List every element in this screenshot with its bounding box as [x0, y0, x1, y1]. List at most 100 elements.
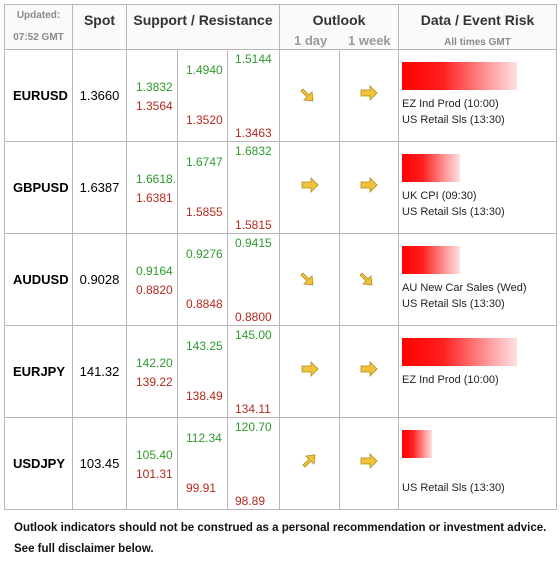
pair-row-eurjpy: EURJPY 141.32 142.20 139.22 143.25 138.49 145.… [4, 325, 558, 418]
outlook-1week [339, 49, 400, 142]
resistance-value: 1.3463 [235, 126, 272, 140]
sr-level-2: 1.6747 1.5855 [177, 141, 228, 234]
outlook-1week [339, 233, 400, 326]
event-risk-bar [402, 246, 461, 274]
spot-value: 1.3660 [72, 49, 127, 142]
event-risk-cell: UK CPI (09:30) US Retail Sls (13:30) [398, 141, 558, 234]
pair-row-gbpusd: GBPUSD 1.6387 1.6618. 1.6381 1.6747 1.5855 1.6… [4, 141, 558, 234]
updated-label: Updated: [16, 10, 61, 21]
outlook-1week [339, 417, 400, 510]
outlook-arrow-down-icon [299, 83, 320, 108]
outlook-arrow-down-icon [359, 267, 379, 292]
event-risk-cell: EZ Ind Prod (10:00) [398, 325, 558, 418]
outlook-arrow-right-icon [359, 83, 379, 108]
sr-level-1: 142.20 139.22 [126, 325, 178, 418]
support-value: 145.00 [235, 328, 272, 342]
support-value: 1.5144 [235, 52, 272, 66]
support-value: 1.6747 [186, 155, 223, 169]
event-risk-cell: US Retail Sls (13:30) [398, 417, 558, 510]
event-line-1: EZ Ind Prod (10:00) [402, 374, 499, 386]
resistance-value: 1.3520 [186, 113, 223, 127]
support-value: 142.20 [136, 356, 173, 370]
updated-time: 07:52 GMT [13, 32, 64, 43]
fx-table: Updated: 07:52 GMT Spot Support / Resist… [4, 4, 558, 510]
pair-name: EURUSD [4, 49, 73, 142]
sr-level-3: 1.5144 1.3463 [226, 49, 281, 142]
resistance-value: 0.8820 [136, 283, 173, 297]
support-value: 1.6832 [235, 144, 272, 158]
outlook-1day [279, 233, 341, 326]
disclaimer-line-1: Outlook indicators should not be constru… [14, 522, 547, 534]
spot-header: Spot [72, 4, 127, 50]
event-risk-bar [402, 430, 433, 458]
resistance-value: 0.8800 [235, 310, 272, 324]
sr-level-1: 1.3832 1.3564 [126, 49, 178, 142]
data-event-header: Data / Event Risk All times GMT [398, 4, 558, 50]
outlook-arrow-right-icon [300, 175, 320, 200]
support-value: 1.3832 [136, 80, 173, 94]
support-value: 112.34 [186, 431, 222, 445]
resistance-value: 138.49 [186, 389, 223, 403]
support-value: 1.6618. [136, 172, 177, 186]
sr-level-3: 1.6832 1.5815 [226, 141, 281, 234]
outlook-1week-label: 1 week [348, 33, 391, 48]
sr-level-2: 112.34 99.91 [177, 417, 228, 510]
pair-row-audusd: AUDUSD 0.9028 0.9164 0.8820 0.9276 0.8848 0.94… [4, 233, 558, 326]
sr-level-1: 1.6618. 1.6381 [126, 141, 178, 234]
event-risk-bar [402, 338, 518, 366]
resistance-value: 1.6381 [136, 191, 173, 205]
resistance-value: 1.5815 [235, 218, 272, 232]
header-row: Updated: 07:52 GMT Spot Support / Resist… [4, 4, 558, 50]
sr-level-1: 0.9164 0.8820 [126, 233, 178, 326]
outlook-1day [279, 325, 341, 418]
outlook-1week [339, 141, 400, 234]
outlook-1day [279, 417, 341, 510]
outlook-arrow-down-icon [299, 267, 320, 292]
all-times-label: All times GMT [444, 37, 511, 48]
support-resistance-header: Support / Resistance [125, 4, 281, 50]
spot-value: 103.45 [72, 417, 127, 510]
event-line-2: US Retail Sls (13:30) [402, 114, 505, 126]
resistance-value: 0.8848 [186, 297, 223, 311]
resistance-value: 1.3564 [136, 99, 173, 113]
outlook-1day [279, 141, 341, 234]
pair-row-eurusd: EURUSD 1.3660 1.3832 1.3564 1.4940 1.3520 1.51… [4, 49, 558, 142]
event-line-1: EZ Ind Prod (10:00) [402, 98, 499, 110]
sr-level-2: 143.25 138.49 [177, 325, 228, 418]
pair-name: EURJPY [4, 325, 73, 418]
outlook-arrow-right-icon [300, 359, 320, 384]
outlook-arrow-up-icon [300, 451, 320, 476]
pair-name: AUDUSD [4, 233, 73, 326]
support-value: 1.4940 [186, 63, 223, 77]
event-risk-cell: EZ Ind Prod (10:00) US Retail Sls (13:30) [398, 49, 558, 142]
resistance-value: 99.91 [186, 481, 217, 495]
event-risk-cell: AU New Car Sales (Wed) US Retail Sls (13:… [398, 233, 558, 326]
outlook-1day-label: 1 day [294, 33, 328, 48]
disclaimer-line-2: See full disclaimer below. [14, 543, 154, 555]
outlook-header: Outlook 1 day 1 week [279, 4, 400, 50]
sr-level-3: 120.70 98.89 [226, 417, 281, 510]
sr-level-2: 1.4940 1.3520 [177, 49, 228, 142]
support-value: 105.40 [136, 448, 173, 462]
spot-value: 0.9028 [72, 233, 127, 326]
fx-outlook-widget: Updated: 07:52 GMT Spot Support / Resist… [4, 4, 558, 555]
resistance-value: 101.31 [136, 467, 173, 481]
event-line-1: AU New Car Sales (Wed) [402, 282, 527, 294]
event-line-2: US Retail Sls (13:30) [402, 298, 505, 310]
event-risk-bar [402, 154, 461, 182]
pair-name: USDJPY [4, 417, 73, 510]
outlook-1week [339, 325, 400, 418]
support-value: 143.25 [186, 339, 223, 353]
event-risk-bar [402, 62, 518, 90]
sr-level-3: 0.9415 0.8800 [226, 233, 281, 326]
support-value: 0.9415 [235, 236, 272, 250]
pair-name: GBPUSD [4, 141, 73, 234]
resistance-value: 134.11 [235, 402, 271, 416]
support-value: 120.70 [235, 420, 272, 434]
event-line-2: US Retail Sls (13:30) [402, 206, 505, 218]
sr-level-3: 145.00 134.11 [226, 325, 281, 418]
spot-value: 141.32 [72, 325, 127, 418]
resistance-value: 139.22 [136, 375, 173, 389]
outlook-1day [279, 49, 341, 142]
support-value: 0.9276 [186, 247, 223, 261]
